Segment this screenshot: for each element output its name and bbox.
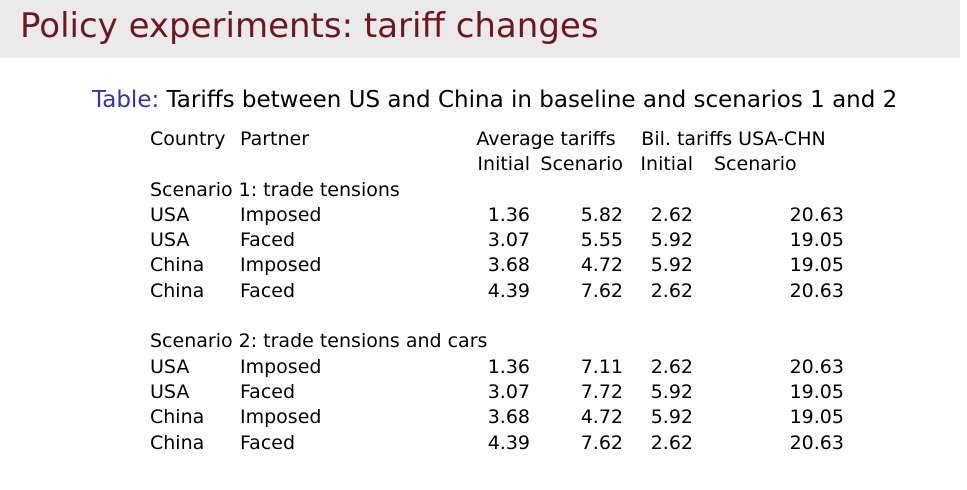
- cell-avg-scenario: 7.62: [580, 279, 623, 302]
- cell-avg-initial: 1.36: [487, 203, 530, 226]
- spacer-row: [143, 304, 844, 329]
- cell-avg-initial: 3.07: [487, 380, 530, 403]
- header-empty: [240, 152, 469, 177]
- cell-country: USA: [150, 229, 190, 252]
- cell-partner: Imposed: [240, 406, 322, 429]
- cell-bil-scenario: 19.05: [789, 254, 844, 277]
- spacer-cell: [143, 304, 844, 329]
- table-row: China Imposed 3.68 4.72 5.92 19.05: [143, 405, 844, 430]
- cell-bil-initial: 2.62: [650, 203, 693, 226]
- table-row: USA Faced 3.07 5.55 5.92 19.05: [143, 228, 844, 253]
- caption-text: Tariffs between US and China in baseline…: [166, 87, 898, 113]
- cell-bil-scenario: 19.05: [789, 380, 844, 403]
- header-avg-initial: Initial: [477, 153, 530, 176]
- table-row: China Imposed 3.68 4.72 5.92 19.05: [143, 253, 844, 278]
- cell-country: USA: [150, 380, 190, 403]
- cell-bil-scenario: 20.63: [789, 279, 844, 302]
- header-country: Country: [150, 128, 226, 150]
- cell-avg-initial: 3.68: [487, 406, 530, 429]
- cell-partner: Faced: [240, 229, 296, 252]
- cell-avg-scenario: 4.72: [580, 254, 623, 277]
- cell-country: USA: [150, 355, 190, 378]
- tariffs-table: Country Partner Average tariffs Bil. tar…: [143, 127, 844, 456]
- cell-bil-scenario: 20.63: [789, 203, 844, 226]
- cell-avg-initial: 3.68: [487, 254, 530, 277]
- cell-avg-initial: 3.07: [487, 229, 530, 252]
- cell-bil-initial: 5.92: [650, 254, 693, 277]
- header-average-tariffs: Average tariffs: [476, 128, 616, 150]
- cell-bil-initial: 2.62: [650, 355, 693, 378]
- cell-avg-scenario: 7.72: [580, 380, 623, 403]
- header-partner: Partner: [240, 128, 310, 150]
- header-bil-initial: Initial: [640, 153, 693, 176]
- table-caption: Table: Tariffs between US and China in b…: [92, 84, 897, 116]
- cell-bil-scenario: 19.05: [789, 406, 844, 429]
- section-title: Scenario 1: trade tensions: [150, 178, 400, 201]
- cell-avg-scenario: 5.82: [580, 203, 623, 226]
- slide-title: Policy experiments: tariff changes: [20, 6, 599, 46]
- table-row: China Faced 4.39 7.62 2.62 20.63: [143, 279, 844, 304]
- cell-partner: Imposed: [240, 203, 322, 226]
- cell-partner: Faced: [240, 431, 296, 454]
- cell-partner: Imposed: [240, 355, 322, 378]
- cell-partner: Faced: [240, 279, 296, 302]
- cell-avg-initial: 4.39: [487, 279, 530, 302]
- cell-country: China: [150, 406, 205, 429]
- cell-country: China: [150, 279, 205, 302]
- cell-avg-scenario: 7.11: [580, 355, 623, 378]
- cell-bil-initial: 5.92: [650, 406, 693, 429]
- table-row: USA Imposed 1.36 5.82 2.62 20.63: [143, 203, 844, 228]
- header-bil-scenario: Scenario: [714, 153, 797, 176]
- table-row: USA Imposed 1.36 7.11 2.62 20.63: [143, 355, 844, 380]
- cell-avg-initial: 1.36: [487, 355, 530, 378]
- cell-avg-initial: 4.39: [487, 431, 530, 454]
- cell-bil-scenario: 19.05: [789, 229, 844, 252]
- cell-country: China: [150, 254, 205, 277]
- cell-partner: Faced: [240, 380, 296, 403]
- caption-label: Table:: [92, 87, 160, 113]
- section-row: Scenario 2: trade tensions and cars: [143, 329, 844, 354]
- cell-avg-scenario: 5.55: [580, 229, 623, 252]
- cell-country: USA: [150, 203, 190, 226]
- cell-avg-scenario: 4.72: [580, 406, 623, 429]
- header-empty: [143, 152, 240, 177]
- section-row: Scenario 1: trade tensions: [143, 178, 844, 203]
- cell-bil-initial: 2.62: [650, 279, 693, 302]
- header-bilateral-tariffs: Bil. tariffs USA-CHN: [641, 128, 826, 150]
- cell-partner: Imposed: [240, 254, 322, 277]
- header-row-1: Country Partner Average tariffs Bil. tar…: [143, 127, 844, 152]
- section-title: Scenario 2: trade tensions and cars: [150, 330, 488, 353]
- slide-header: Policy experiments: tariff changes: [0, 0, 960, 58]
- header-row-2: Initial Scenario Initial Scenario: [143, 152, 844, 177]
- table-row: USA Faced 3.07 7.72 5.92 19.05: [143, 380, 844, 405]
- cell-bil-scenario: 20.63: [789, 431, 844, 454]
- cell-bil-scenario: 20.63: [789, 355, 844, 378]
- cell-avg-scenario: 7.62: [580, 431, 623, 454]
- cell-bil-initial: 2.62: [650, 431, 693, 454]
- cell-country: China: [150, 431, 205, 454]
- header-avg-scenario: Scenario: [540, 153, 623, 176]
- cell-bil-initial: 5.92: [650, 229, 693, 252]
- cell-bil-initial: 5.92: [650, 380, 693, 403]
- table-row: China Faced 4.39 7.62 2.62 20.63: [143, 431, 844, 456]
